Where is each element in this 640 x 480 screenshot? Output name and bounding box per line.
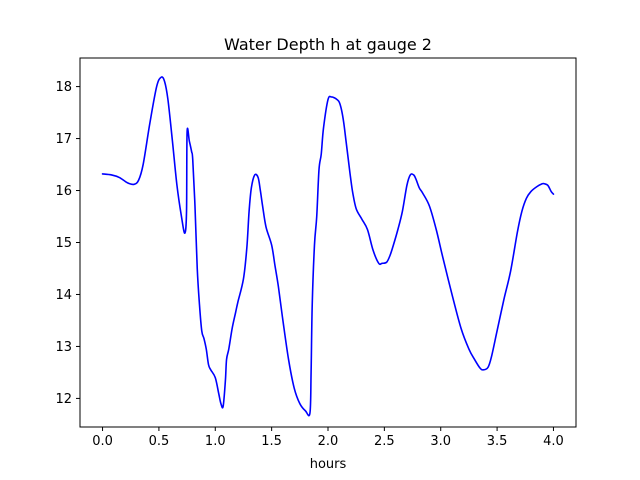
y-axis: 12 13 14 15 16 17 18 (55, 80, 80, 407)
y-tick-label: 17 (55, 132, 72, 147)
x-tick-label: 4.0 (543, 434, 564, 449)
x-tick-label: 2.5 (374, 434, 395, 449)
x-axis-label: hours (310, 457, 347, 472)
y-tick-label: 12 (55, 392, 72, 407)
x-tick-label: 2.0 (318, 434, 339, 449)
plot-frame (79, 57, 577, 428)
chart-title: Water Depth h at gauge 2 (224, 35, 432, 54)
plot-background (80, 58, 576, 427)
x-tick-label: 0.0 (92, 434, 113, 449)
y-tick-label: 18 (55, 80, 72, 95)
x-axis: 0.0 0.5 1.0 1.5 2.0 2.5 3.0 3.5 4.0 (92, 427, 564, 449)
y-tick-label: 15 (55, 236, 72, 251)
x-tick-label: 1.0 (205, 434, 226, 449)
y-tick-label: 13 (55, 340, 72, 355)
series-layer (101, 76, 555, 417)
y-tick-label: 14 (55, 288, 72, 303)
x-tick-label: 0.5 (149, 434, 170, 449)
plot-area (80, 58, 576, 427)
y-tick-label: 16 (55, 184, 72, 199)
x-tick-label: 3.0 (430, 434, 451, 449)
series-line-0 (101, 76, 555, 417)
x-tick-label: 3.5 (487, 434, 508, 449)
x-tick-label: 1.5 (261, 434, 282, 449)
